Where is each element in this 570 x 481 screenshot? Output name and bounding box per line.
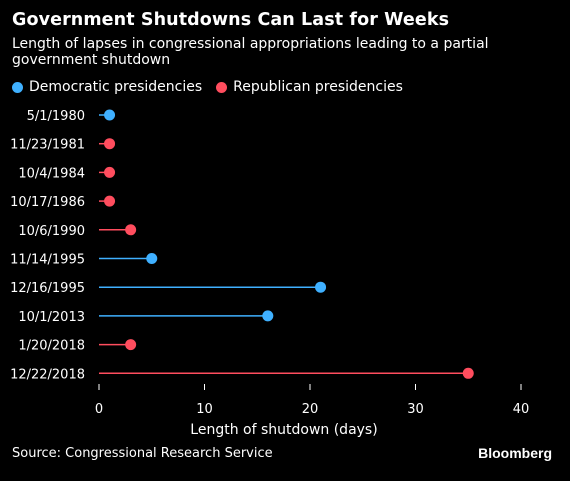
- x-tick-label: 40: [513, 402, 530, 417]
- lollipop-dot: [146, 253, 158, 264]
- legend-label-democratic: Democratic presidencies: [29, 79, 203, 95]
- lollipop-dot: [104, 166, 116, 178]
- category-label: 10/1/2013: [18, 310, 85, 325]
- lollipop-dot: [104, 195, 116, 207]
- lollipop-dot: [262, 310, 274, 322]
- legend: Democratic presidencies Republican presi…: [12, 79, 417, 95]
- lollipop-dot: [462, 367, 474, 379]
- category-label: 10/6/1990: [18, 224, 85, 239]
- category-label: 10/4/1984: [18, 166, 85, 181]
- lollipop-dot: [125, 339, 137, 351]
- lollipop-dot: [315, 281, 327, 293]
- category-label: 5/1/1980: [27, 109, 85, 124]
- category-label: 12/22/2018: [10, 367, 85, 382]
- category-label: 10/17/1986: [10, 195, 85, 210]
- category-label: 11/14/1995: [10, 253, 85, 268]
- x-tick-label: 30: [407, 402, 424, 417]
- legend-label-republican: Republican presidencies: [233, 79, 403, 95]
- x-tick-label: 20: [302, 402, 319, 417]
- lollipop-dot: [104, 109, 116, 121]
- legend-dot-democratic: [12, 81, 23, 93]
- lollipop-dot: [125, 224, 137, 236]
- bloomberg-logo: Bloomberg: [478, 445, 552, 461]
- source-note: Source: Congressional Research Service: [12, 446, 273, 461]
- legend-dot-republican: [216, 81, 228, 93]
- category-label: 11/23/1981: [10, 138, 85, 153]
- x-tick-label: 10: [196, 402, 213, 417]
- legend-item-republican: Republican presidencies: [216, 79, 403, 95]
- x-axis-label: Length of shutdown (days): [190, 422, 377, 438]
- x-tick-label: 0: [95, 402, 103, 417]
- chart-title: Government Shutdowns Can Last for Weeks: [12, 10, 450, 30]
- lollipop-dot: [104, 138, 116, 150]
- legend-item-democratic: Democratic presidencies: [12, 79, 202, 95]
- category-label: 1/20/2018: [18, 339, 85, 354]
- category-label: 12/16/1995: [10, 281, 85, 296]
- chart-subtitle: Length of lapses in congressional approp…: [12, 36, 489, 68]
